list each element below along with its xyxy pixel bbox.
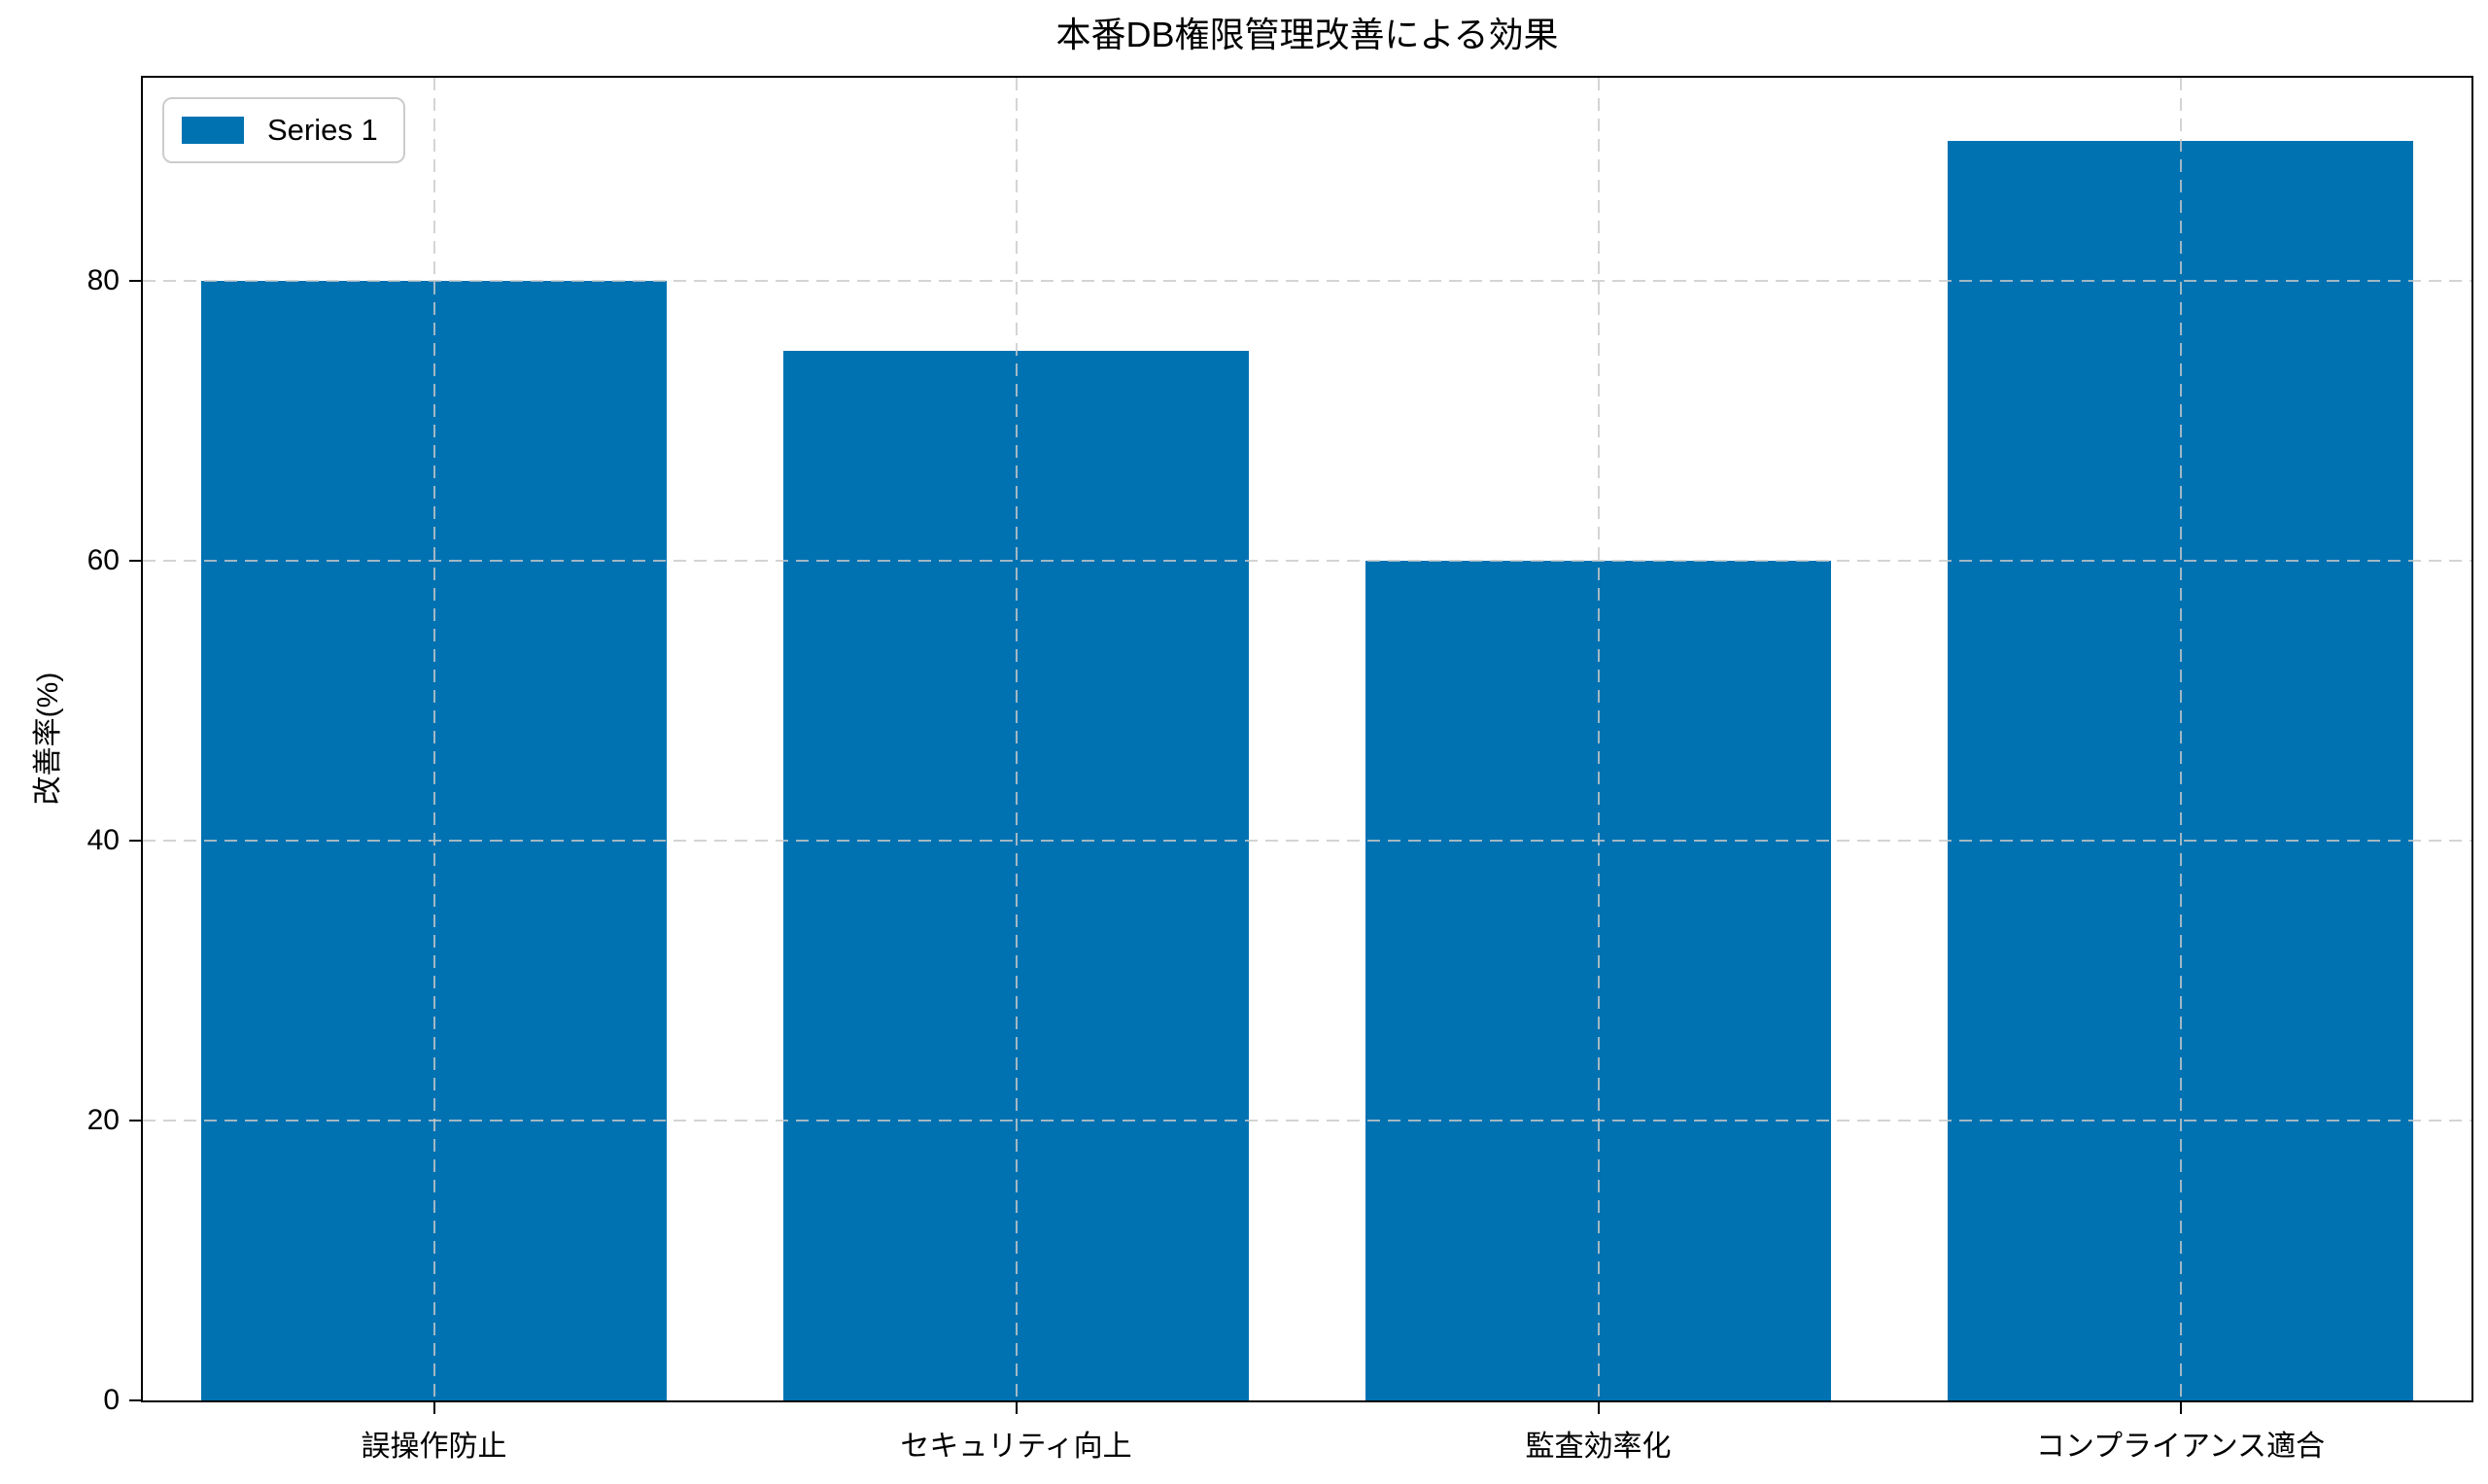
- y-tick-label: 0: [103, 1384, 120, 1416]
- legend: Series 1: [162, 97, 405, 163]
- legend-label: Series 1: [267, 113, 378, 147]
- legend-swatch-series1: [182, 117, 244, 144]
- x-tick-mark: [1597, 1402, 1600, 1414]
- bar-コンプライアンス適合: [1947, 140, 2414, 1400]
- x-tick-label: セキュリティ向上: [900, 1431, 1132, 1463]
- plot-area: Series 1 誤操作防止 セキュリティ向上 監査効率化 コンプライアンス適合 0 20…: [87, 76, 2473, 1463]
- y-tick-mark: [129, 279, 141, 282]
- y-tick-label: 40: [86, 823, 120, 856]
- y-tick-label: 20: [86, 1103, 120, 1136]
- y-axis-label: 改善率(%): [32, 672, 64, 806]
- y-tick-mark: [129, 559, 141, 562]
- y-tick-label: 60: [86, 543, 120, 576]
- x-tick-label: コンプライアンス適合: [2035, 1431, 2326, 1463]
- bar-誤操作防止: [200, 280, 668, 1400]
- chart-title: 本番DB権限管理改善による効果: [1055, 15, 1559, 54]
- x-tick-mark: [1015, 1402, 1018, 1414]
- x-tick-mark: [2179, 1402, 2182, 1414]
- y-tick-label: 80: [86, 263, 120, 296]
- x-tick-label: 誤操作防止: [361, 1431, 507, 1463]
- y-tick-mark: [129, 1399, 141, 1401]
- y-tick-mark: [129, 839, 141, 842]
- bar-監査効率化: [1365, 560, 1832, 1400]
- y-tick-mark: [129, 1119, 141, 1122]
- x-tick-label: 監査効率化: [1525, 1431, 1672, 1463]
- bar-セキュリティ向上: [782, 350, 1250, 1400]
- x-tick-mark: [432, 1402, 435, 1414]
